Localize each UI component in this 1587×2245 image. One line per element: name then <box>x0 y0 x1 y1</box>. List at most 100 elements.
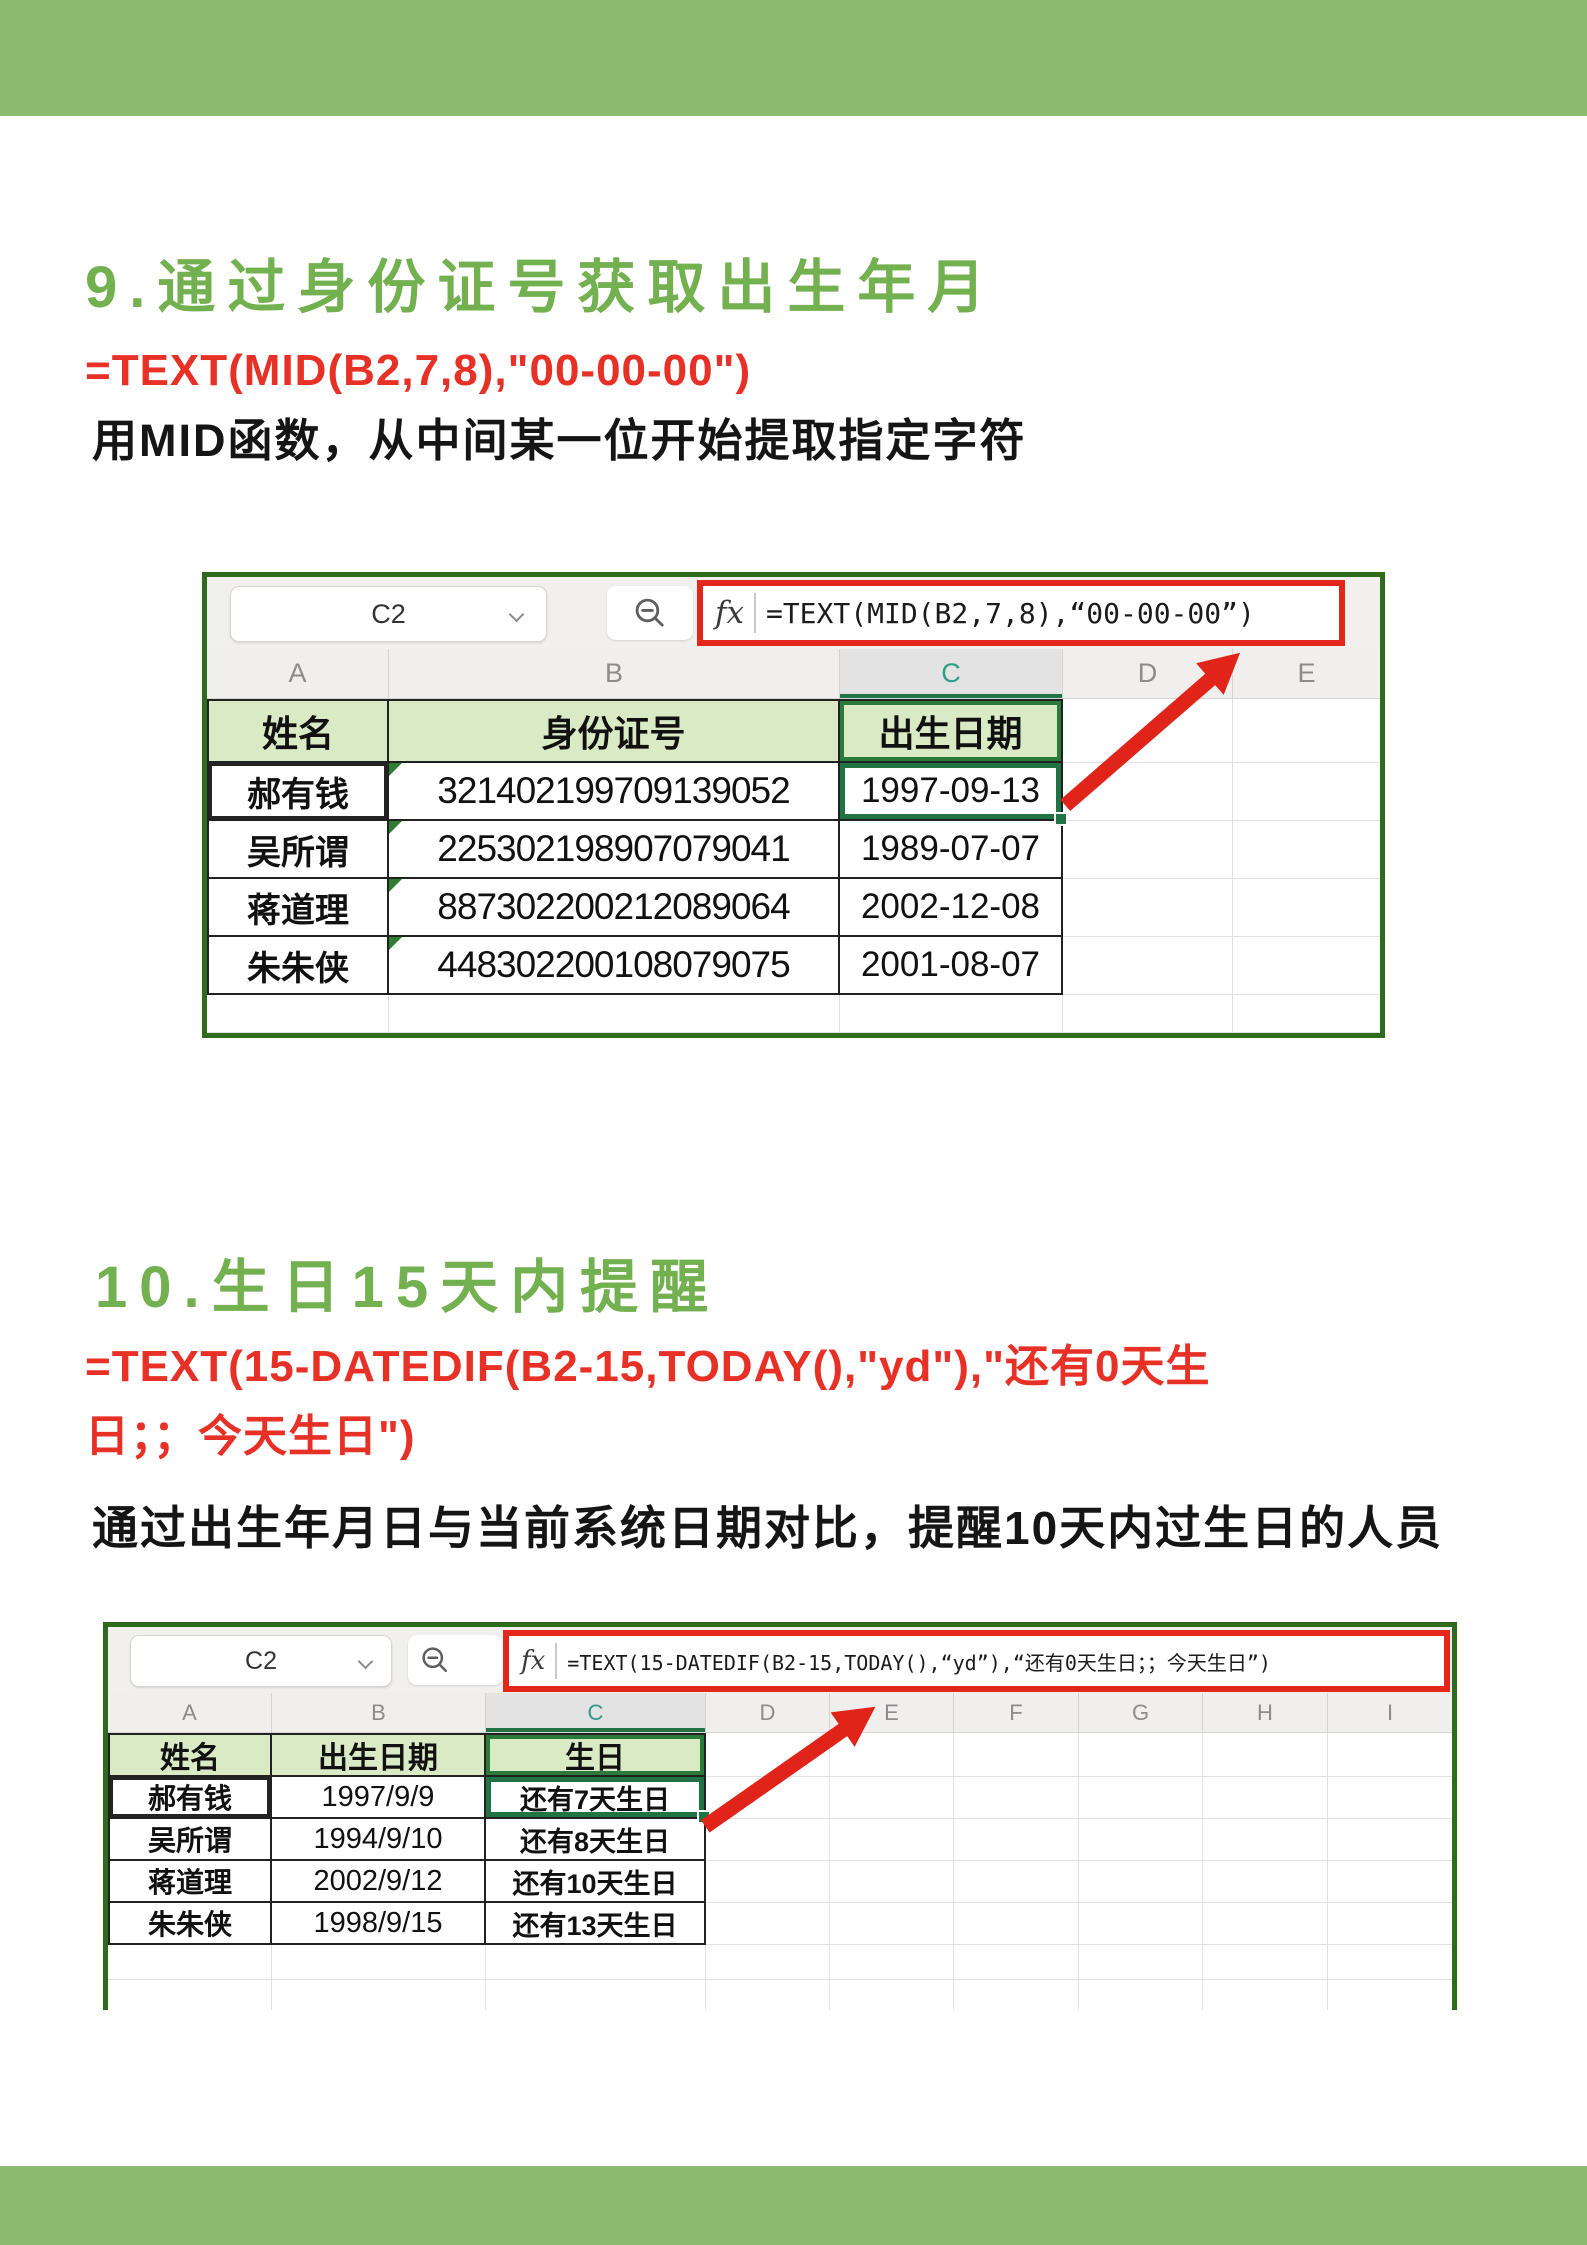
empty-cell[interactable] <box>1328 1980 1452 2010</box>
empty-cell[interactable] <box>1063 821 1233 879</box>
column-header-c-selected[interactable]: C <box>840 649 1063 698</box>
empty-cell[interactable] <box>954 1777 1079 1819</box>
empty-cell[interactable] <box>1063 937 1233 995</box>
cell-a2[interactable]: 郝有钱 <box>108 1777 272 1819</box>
empty-cell[interactable] <box>1233 995 1380 1033</box>
empty-cell[interactable] <box>207 995 389 1033</box>
empty-cell[interactable] <box>1233 763 1380 821</box>
cell-c3[interactable]: 还有8天生日 <box>486 1819 706 1861</box>
column-header-d[interactable]: D <box>706 1693 830 1732</box>
cell-c3[interactable]: 1989-07-07 <box>840 821 1063 879</box>
empty-cell[interactable] <box>1079 1980 1203 2010</box>
empty-cell[interactable] <box>706 1819 830 1861</box>
column-header-i[interactable]: I <box>1386 1699 1394 1725</box>
empty-cell[interactable] <box>1079 1945 1203 1980</box>
cell-c2-selected[interactable]: 1997-09-13 <box>840 763 1068 826</box>
empty-cell[interactable] <box>954 1980 1079 2010</box>
empty-cell[interactable] <box>954 1903 1079 1945</box>
name-box[interactable]: C2 <box>130 1635 392 1687</box>
empty-cell[interactable] <box>1328 1733 1452 1777</box>
empty-cell[interactable] <box>706 1861 830 1903</box>
column-header-b[interactable]: B <box>389 649 840 698</box>
column-header-b[interactable]: B <box>272 1693 486 1732</box>
header-cell[interactable]: 身份证号 <box>389 699 840 763</box>
empty-cell[interactable] <box>830 1777 954 1819</box>
column-header-d[interactable]: D <box>1063 649 1233 698</box>
empty-cell[interactable] <box>830 1945 954 1980</box>
cell-a5[interactable]: 朱朱侠 <box>108 1903 272 1945</box>
cell-b3[interactable]: 225302198907079041 <box>389 821 840 879</box>
name-box[interactable]: C2 <box>230 586 547 642</box>
cell-a2[interactable]: 郝有钱 <box>207 763 389 821</box>
zoom-out-button[interactable] <box>607 586 693 640</box>
empty-cell[interactable] <box>706 1945 830 1980</box>
column-header-e[interactable]: E <box>1297 658 1316 688</box>
empty-cell[interactable] <box>486 1980 706 2010</box>
empty-cell[interactable] <box>830 1980 954 2010</box>
empty-cell[interactable] <box>1328 1903 1452 1945</box>
cell-a4[interactable]: 蒋道理 <box>207 879 389 937</box>
cell-a3[interactable]: 吴所谓 <box>108 1819 272 1861</box>
empty-cell[interactable] <box>1079 1861 1203 1903</box>
cell-b2[interactable]: 321402199709139052 <box>389 763 840 821</box>
cell-b5[interactable]: 1998/9/15 <box>272 1903 486 1945</box>
cell-a4[interactable]: 蒋道理 <box>108 1861 272 1903</box>
cell-c4[interactable]: 还有10天生日 <box>486 1861 706 1903</box>
empty-cell[interactable] <box>1203 1945 1328 1980</box>
empty-cell[interactable] <box>1079 1733 1203 1777</box>
header-cell-selected[interactable]: 生日 <box>486 1733 706 1777</box>
column-header-h[interactable]: H <box>1203 1693 1328 1732</box>
empty-cell[interactable] <box>830 1861 954 1903</box>
cell-b3[interactable]: 1994/9/10 <box>272 1819 486 1861</box>
header-cell[interactable]: 姓名 <box>108 1733 272 1777</box>
header-cell-selected[interactable]: 出生日期 <box>840 699 1063 763</box>
cell-c5[interactable]: 2001-08-07 <box>840 937 1063 995</box>
cell-c4[interactable]: 2002-12-08 <box>840 879 1063 937</box>
empty-cell[interactable] <box>1203 1903 1328 1945</box>
column-header-g[interactable]: G <box>1079 1693 1203 1732</box>
empty-cell[interactable] <box>1328 1945 1452 1980</box>
cell-c2-selected[interactable]: 还有7天生日 <box>486 1777 711 1824</box>
empty-cell[interactable] <box>840 995 1063 1033</box>
empty-cell[interactable] <box>1233 699 1380 763</box>
empty-cell[interactable] <box>706 1980 830 2010</box>
zoom-out-button[interactable] <box>408 1635 503 1685</box>
empty-cell[interactable] <box>1203 1777 1328 1819</box>
cell-b4[interactable]: 887302200212089064 <box>389 879 840 937</box>
empty-cell[interactable] <box>108 1980 272 2010</box>
empty-cell[interactable] <box>1063 879 1233 937</box>
chevron-down-icon[interactable] <box>510 607 524 621</box>
empty-cell[interactable] <box>830 1903 954 1945</box>
empty-cell[interactable] <box>954 1861 1079 1903</box>
empty-cell[interactable] <box>1233 937 1380 995</box>
cell-b4[interactable]: 2002/9/12 <box>272 1861 486 1903</box>
column-header-a[interactable]: A <box>108 1693 272 1732</box>
formula-bar[interactable]: fx =TEXT(MID(B2,7,8),“00-00-00”) <box>697 580 1345 646</box>
empty-cell[interactable] <box>108 1945 272 1980</box>
empty-cell[interactable] <box>1203 1819 1328 1861</box>
cell-b2[interactable]: 1997/9/9 <box>272 1777 486 1819</box>
empty-cell[interactable] <box>954 1819 1079 1861</box>
column-header-f[interactable]: F <box>954 1693 1079 1732</box>
empty-cell[interactable] <box>1328 1819 1452 1861</box>
header-cell[interactable]: 姓名 <box>207 699 389 763</box>
empty-cell[interactable] <box>706 1903 830 1945</box>
empty-cell[interactable] <box>830 1733 954 1777</box>
column-header-a[interactable]: A <box>207 649 389 698</box>
empty-cell[interactable] <box>954 1733 1079 1777</box>
cell-c5[interactable]: 还有13天生日 <box>486 1903 706 1945</box>
formula-bar[interactable]: fx =TEXT(15-DATEDIF(B2-15,TODAY(),“yd”),… <box>503 1630 1450 1692</box>
empty-cell[interactable] <box>272 1945 486 1980</box>
cell-b5[interactable]: 448302200108079075 <box>389 937 840 995</box>
empty-cell[interactable] <box>1079 1777 1203 1819</box>
cell-a5[interactable]: 朱朱侠 <box>207 937 389 995</box>
empty-cell[interactable] <box>830 1819 954 1861</box>
header-cell[interactable]: 出生日期 <box>272 1733 486 1777</box>
empty-cell[interactable] <box>1203 1733 1328 1777</box>
chevron-down-icon[interactable] <box>359 1654 373 1668</box>
empty-cell[interactable] <box>1328 1777 1452 1819</box>
empty-cell[interactable] <box>1203 1980 1328 2010</box>
empty-cell[interactable] <box>389 995 840 1033</box>
column-header-c-selected[interactable]: C <box>486 1693 706 1732</box>
empty-cell[interactable] <box>1063 995 1233 1033</box>
